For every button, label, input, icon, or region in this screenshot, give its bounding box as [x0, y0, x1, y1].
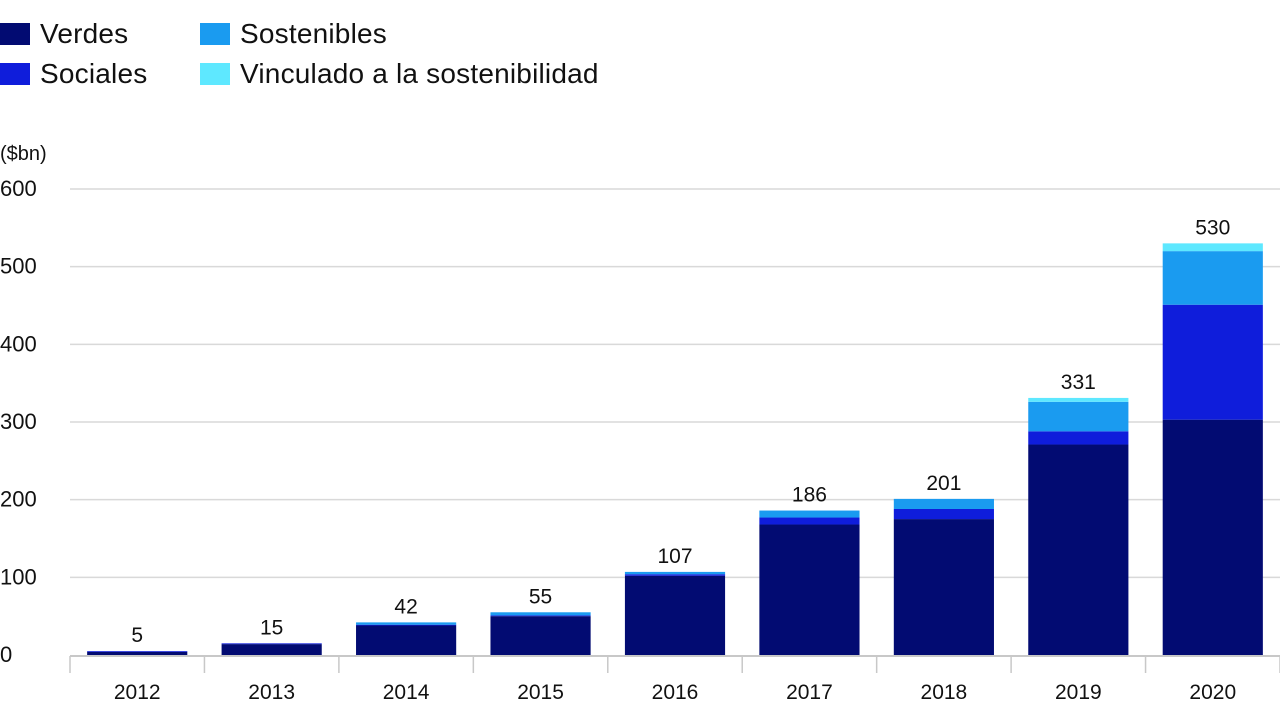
bar-segment-2018-2 [893, 498, 994, 509]
y-tick-label: 400 [0, 331, 37, 356]
y-tick-label: 300 [0, 409, 37, 434]
bar-segment-2015-1 [490, 615, 591, 617]
legend-label-sociales: Sociales [40, 58, 148, 89]
bar-segment-2014-1 [356, 624, 457, 626]
legend-swatch-sociales [0, 63, 30, 85]
legend-item-vinculado: Vinculado a la sostenibilidad [200, 54, 599, 94]
bar-segment-2020-2 [1162, 251, 1263, 305]
x-tick-label-2012: 2012 [114, 681, 161, 704]
bar-segment-2014-0 [356, 625, 457, 655]
bar-segment-2020-1 [1162, 304, 1263, 420]
bar-segment-2017-0 [759, 524, 860, 655]
bar-segment-2020-0 [1162, 419, 1263, 655]
bar-segment-2019-1 [1028, 431, 1129, 445]
x-tick-label-2018: 2018 [921, 681, 968, 704]
bar-segment-2019-3 [1028, 397, 1129, 402]
total-label-2013: 15 [260, 616, 283, 639]
x-tick-label-2016: 2016 [652, 681, 699, 704]
bar-segment-2016-2 [624, 571, 726, 575]
bar-segment-2019-0 [1028, 444, 1129, 655]
chart-legend: Verdes Sostenibles Sociales Vinculado a … [0, 14, 700, 94]
x-tick-label-2013: 2013 [248, 681, 295, 704]
bar-segment-2015-0 [490, 616, 591, 655]
x-tick-label-2017: 2017 [786, 681, 833, 704]
total-label-2020: 530 [1195, 216, 1230, 239]
total-label-2018: 201 [926, 472, 961, 495]
total-label-2012: 5 [131, 624, 143, 647]
bar-segment-2013-0 [221, 644, 322, 655]
bar-segment-2014-2 [356, 622, 457, 625]
y-tick-label: 200 [0, 487, 37, 512]
bars-group [87, 243, 1263, 655]
bar-segment-2016-0 [624, 575, 726, 655]
bar-segment-2013-1 [221, 643, 322, 645]
x-axis: 2012 2013 2014 2015 2016 2017 2018 2019 2020 [69, 655, 1280, 704]
bar-segment-2012-1 [87, 651, 188, 652]
legend-swatch-verdes [0, 23, 30, 45]
total-label-2014: 42 [394, 595, 417, 618]
legend-item-sociales: Sociales [0, 54, 147, 94]
bar-segment-2017-2 [759, 510, 860, 518]
bar-segment-2018-1 [893, 508, 994, 520]
y-tick-label: 0 [0, 642, 12, 667]
total-label-2015: 55 [529, 585, 552, 608]
bar-segment-2015-2 [490, 612, 591, 616]
x-tick-label-2020: 2020 [1189, 681, 1236, 704]
legend-swatch-sostenibles [200, 23, 230, 45]
x-tick-label-2014: 2014 [383, 681, 430, 704]
y-tick-label: 500 [0, 254, 37, 279]
total-label-2019: 331 [1061, 371, 1096, 394]
bar-segment-2017-1 [759, 517, 860, 525]
legend-label-sostenibles: Sostenibles [240, 18, 387, 49]
bar-segment-2020-3 [1162, 243, 1263, 252]
legend-label-vinculado: Vinculado a la sostenibilidad [240, 58, 599, 89]
bar-segment-2016-1 [624, 574, 726, 576]
y-axis-unit-label: ($bn) [0, 143, 47, 165]
legend-item-sostenibles: Sostenibles [200, 14, 387, 54]
total-labels: 5 15 42 55 107 186 201 331 530 [131, 216, 1230, 647]
y-axis-ticks: 0 100 200 300 400 500 600 [0, 176, 37, 667]
bar-segment-2012-0 [87, 651, 188, 655]
legend-label-verdes: Verdes [40, 18, 129, 49]
legend-item-verdes: Verdes [0, 14, 128, 54]
bar-segment-2018-0 [893, 519, 994, 655]
y-tick-label: 100 [0, 564, 37, 589]
legend-swatch-vinculado [200, 63, 230, 85]
total-label-2017: 186 [792, 484, 827, 507]
x-tick-label-2015: 2015 [517, 681, 564, 704]
y-tick-label: 600 [0, 176, 37, 201]
total-label-2016: 107 [657, 545, 692, 568]
bar-segment-2019-2 [1028, 401, 1129, 432]
x-tick-label-2019: 2019 [1055, 681, 1102, 704]
